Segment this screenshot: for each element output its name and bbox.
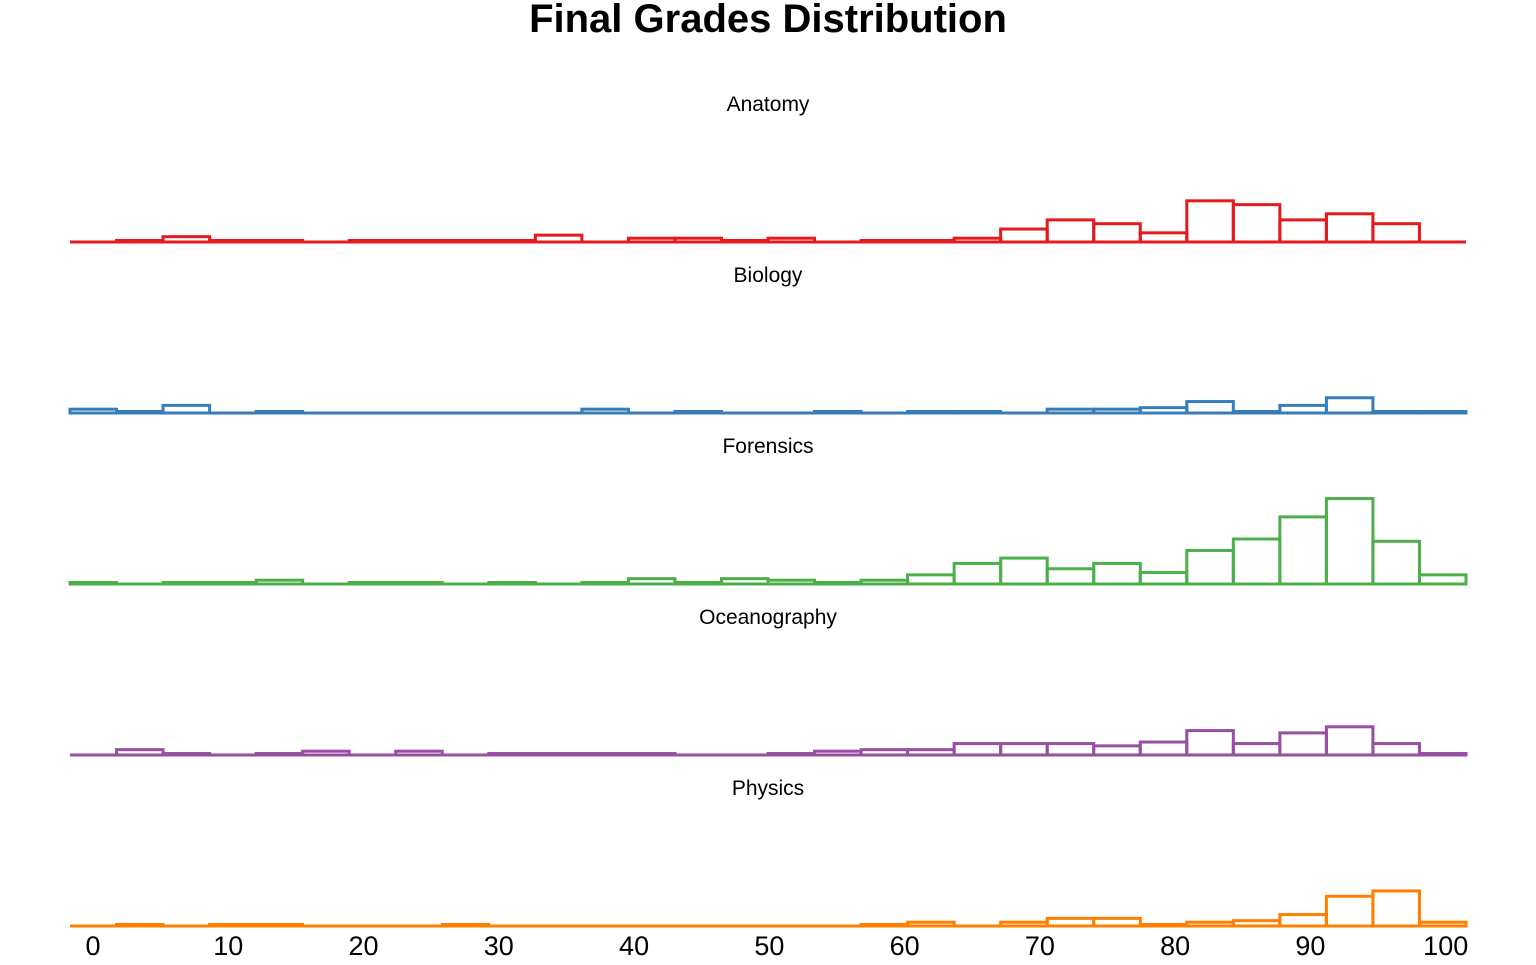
x-tick-label-10: 10 (213, 931, 243, 960)
panel-title-forensics: Forensics (722, 435, 813, 458)
bar-forensics-20 (999, 556, 1049, 586)
bar-anatomy-21 (1045, 218, 1096, 244)
x-tick-label-50: 50 (754, 931, 784, 960)
bar-biology-24 (1185, 400, 1235, 415)
x-tick-label-70: 70 (1025, 931, 1055, 960)
bar-anatomy-26 (1278, 218, 1328, 244)
facet-panels: Anatomy Biology Forensics Oceanography Physi… (68, 93, 1468, 928)
bar-forensics-25 (1231, 537, 1282, 586)
bar-oceanography-19 (952, 742, 1003, 757)
bar-anatomy-28 (1371, 222, 1421, 244)
panel-anatomy: Anatomy (70, 93, 1466, 244)
bar-forensics-28 (1371, 539, 1421, 586)
x-axis-ticks: 0 10 20 30 40 50 60 70 80 90 100 (85, 931, 1468, 961)
panel-biology: Biology (68, 264, 1468, 415)
bar-forensics-24 (1185, 548, 1235, 586)
panel-forensics: Forensics (68, 435, 1468, 586)
panel-title-anatomy: Anatomy (727, 93, 810, 116)
bar-anatomy-22 (1092, 222, 1142, 244)
bar-oceanography-24 (1185, 729, 1235, 757)
x-tick-label-80: 80 (1160, 931, 1190, 960)
bar-forensics-27 (1324, 497, 1375, 586)
x-tick-label-20: 20 (349, 931, 379, 960)
x-tick-label-100: 100 (1423, 931, 1468, 960)
bar-oceanography-26 (1278, 731, 1328, 757)
bar-forensics-26 (1278, 515, 1328, 586)
x-tick-label-60: 60 (890, 931, 920, 960)
bar-anatomy-20 (999, 227, 1049, 244)
bar-anatomy-25 (1231, 203, 1282, 244)
panel-title-oceanography: Oceanography (699, 606, 837, 629)
panel-title-physics: Physics (732, 777, 804, 800)
bar-oceanography-20 (999, 742, 1049, 757)
bar-oceanography-25 (1231, 742, 1282, 757)
panel-oceanography: Oceanography (70, 606, 1468, 757)
bar-oceanography-28 (1371, 742, 1421, 757)
bar-physics-26 (1278, 913, 1328, 928)
bar-oceanography-23 (1138, 740, 1189, 757)
bar-oceanography-27 (1324, 725, 1375, 757)
bar-oceanography-21 (1045, 742, 1096, 757)
bar-anatomy-27 (1324, 212, 1375, 244)
x-tick-label-90: 90 (1295, 931, 1325, 960)
x-tick-label-0: 0 (85, 931, 100, 960)
bar-forensics-23 (1138, 571, 1189, 586)
x-tick-label-40: 40 (619, 931, 649, 960)
bar-biology-27 (1324, 396, 1375, 415)
x-tick-label-30: 30 (484, 931, 514, 960)
bar-forensics-22 (1092, 561, 1142, 586)
bar-physics-28 (1371, 889, 1421, 928)
panel-title-biology: Biology (734, 264, 803, 287)
bar-forensics-19 (952, 561, 1003, 586)
bar-forensics-21 (1045, 567, 1096, 586)
bar-physics-27 (1324, 894, 1375, 928)
panel-physics: Physics (70, 777, 1468, 928)
chart-title: Final Grades Distribution (529, 0, 1007, 41)
bar-anatomy-24 (1185, 199, 1235, 244)
